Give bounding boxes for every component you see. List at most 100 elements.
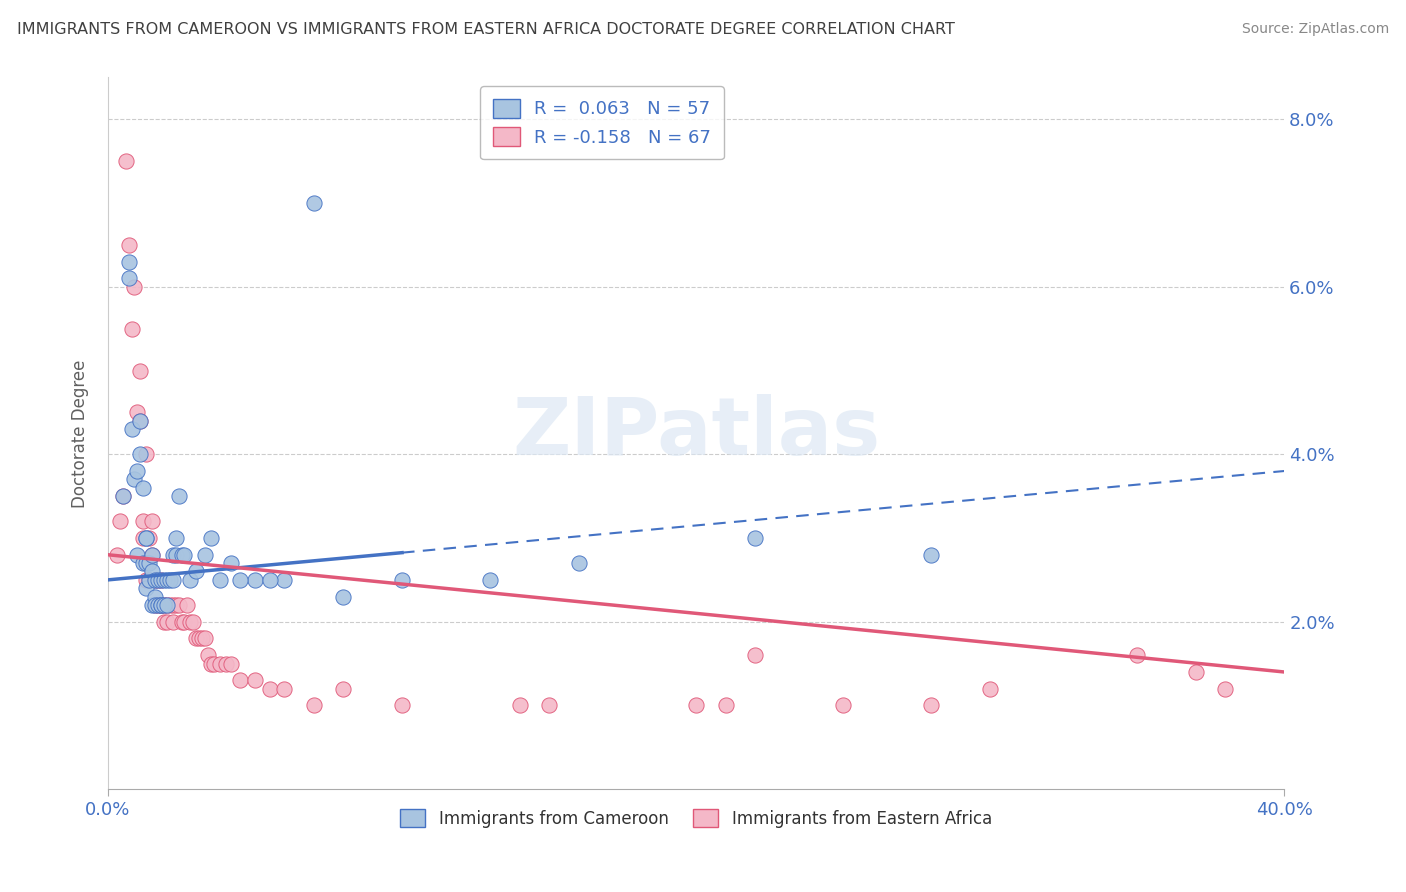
Point	[153, 615, 176, 629]
Point	[135, 581, 157, 595]
Point	[243, 573, 266, 587]
Point	[105, 548, 128, 562]
Point	[111, 489, 134, 503]
Point	[121, 321, 143, 335]
Point	[127, 464, 149, 478]
Point	[194, 548, 217, 562]
Point	[162, 548, 184, 562]
Point	[141, 598, 163, 612]
Point	[744, 531, 766, 545]
Point	[127, 548, 149, 562]
Point	[153, 598, 176, 612]
Point	[138, 531, 160, 545]
Point	[221, 556, 243, 570]
Point	[117, 271, 139, 285]
Legend: Immigrants from Cameroon, Immigrants from Eastern Africa: Immigrants from Cameroon, Immigrants fro…	[394, 803, 998, 834]
Point	[121, 422, 143, 436]
Point	[165, 598, 187, 612]
Y-axis label: Doctorate Degree: Doctorate Degree	[72, 359, 89, 508]
Point	[149, 598, 172, 612]
Point	[135, 447, 157, 461]
Point	[132, 531, 155, 545]
Point	[167, 489, 190, 503]
Point	[129, 414, 152, 428]
Point	[132, 514, 155, 528]
Point	[153, 598, 176, 612]
Point	[153, 573, 176, 587]
Point	[156, 598, 179, 612]
Point	[141, 548, 163, 562]
Point	[159, 598, 181, 612]
Point	[208, 657, 231, 671]
Point	[149, 598, 172, 612]
Point	[179, 573, 201, 587]
Point	[108, 514, 131, 528]
Point	[141, 514, 163, 528]
Point	[173, 548, 195, 562]
Point	[127, 405, 149, 419]
Point	[302, 196, 325, 211]
Point	[181, 615, 204, 629]
Point	[143, 598, 166, 612]
Point	[165, 548, 187, 562]
Point	[200, 531, 222, 545]
Point	[167, 598, 190, 612]
Point	[186, 632, 208, 646]
Point	[149, 573, 172, 587]
Point	[156, 573, 179, 587]
Text: ZIPatlas: ZIPatlas	[512, 394, 880, 473]
Point	[1215, 681, 1237, 696]
Point	[117, 238, 139, 252]
Point	[302, 698, 325, 713]
Point	[124, 472, 146, 486]
Point	[538, 698, 561, 713]
Point	[273, 573, 295, 587]
Point	[124, 280, 146, 294]
Point	[194, 632, 217, 646]
Point	[186, 565, 208, 579]
Point	[259, 573, 281, 587]
Point	[832, 698, 855, 713]
Text: IMMIGRANTS FROM CAMEROON VS IMMIGRANTS FROM EASTERN AFRICA DOCTORATE DEGREE CORR: IMMIGRANTS FROM CAMEROON VS IMMIGRANTS F…	[17, 22, 955, 37]
Point	[979, 681, 1001, 696]
Point	[243, 673, 266, 688]
Point	[132, 481, 155, 495]
Point	[143, 590, 166, 604]
Point	[214, 657, 236, 671]
Point	[146, 573, 169, 587]
Point	[149, 573, 172, 587]
Point	[202, 657, 225, 671]
Point	[143, 598, 166, 612]
Point	[685, 698, 707, 713]
Point	[156, 615, 179, 629]
Point	[146, 598, 169, 612]
Point	[332, 681, 354, 696]
Point	[567, 556, 589, 570]
Point	[229, 673, 252, 688]
Point	[714, 698, 737, 713]
Point	[197, 648, 219, 663]
Point	[391, 573, 413, 587]
Point	[208, 573, 231, 587]
Point	[129, 414, 152, 428]
Point	[173, 615, 195, 629]
Point	[479, 573, 502, 587]
Point	[111, 489, 134, 503]
Point	[135, 556, 157, 570]
Point	[141, 548, 163, 562]
Point	[229, 573, 252, 587]
Point	[129, 363, 152, 377]
Point	[135, 573, 157, 587]
Point	[179, 615, 201, 629]
Point	[162, 615, 184, 629]
Point	[146, 573, 169, 587]
Point	[138, 556, 160, 570]
Point	[273, 681, 295, 696]
Point	[200, 657, 222, 671]
Point	[162, 573, 184, 587]
Point	[143, 573, 166, 587]
Point	[170, 548, 193, 562]
Point	[221, 657, 243, 671]
Point	[117, 254, 139, 268]
Point	[135, 531, 157, 545]
